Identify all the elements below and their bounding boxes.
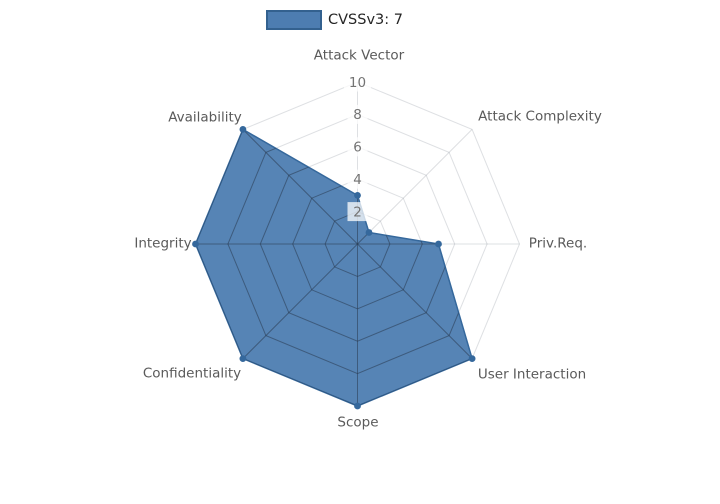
tick-label-bg xyxy=(347,202,368,222)
axis-label-attack-complexity: Attack Complexity xyxy=(478,109,602,125)
axis-label-attack-vector: Attack Vector xyxy=(314,48,405,64)
vertex-dot xyxy=(192,240,199,248)
axis-label-priv-req-: Priv.Req. xyxy=(529,236,587,252)
vertex-dot xyxy=(468,355,476,362)
vertex-dot xyxy=(239,355,247,362)
legend-label: CVSSv3: 7 xyxy=(328,12,403,28)
legend-swatch-icon xyxy=(266,10,322,30)
tick-label: 2 xyxy=(353,204,362,220)
tick-label: 6 xyxy=(353,140,362,156)
axis-label-user-interaction: User Interaction xyxy=(478,367,586,383)
axis-label-confidentiality: Confidentiality xyxy=(143,366,241,382)
radial-tick-labels: 2 4 6 8 10 xyxy=(344,72,371,222)
vertex-dot xyxy=(239,125,247,133)
vertex-markers xyxy=(192,125,476,410)
vertex-dot xyxy=(435,240,442,248)
axis-label-integrity: Integrity xyxy=(134,236,191,252)
axis-label-availability: Availability xyxy=(168,110,242,126)
tick-label: 4 xyxy=(353,172,362,188)
tick-label-bg xyxy=(347,169,368,189)
tick-label-bg xyxy=(344,72,371,92)
vertex-dot xyxy=(354,192,361,199)
axis-labels: Attack Vector Attack Complexity Priv.Req. U… xyxy=(134,48,601,431)
vertex-dot xyxy=(365,229,373,236)
tick-label: 8 xyxy=(353,107,362,123)
vertex-dot xyxy=(354,402,361,410)
axis-label-scope: Scope xyxy=(337,415,378,431)
legend: CVSSv3: 7 xyxy=(266,8,403,32)
tick-label: 10 xyxy=(349,75,366,91)
tick-label-bg xyxy=(347,104,368,124)
tick-label-bg xyxy=(347,137,368,157)
